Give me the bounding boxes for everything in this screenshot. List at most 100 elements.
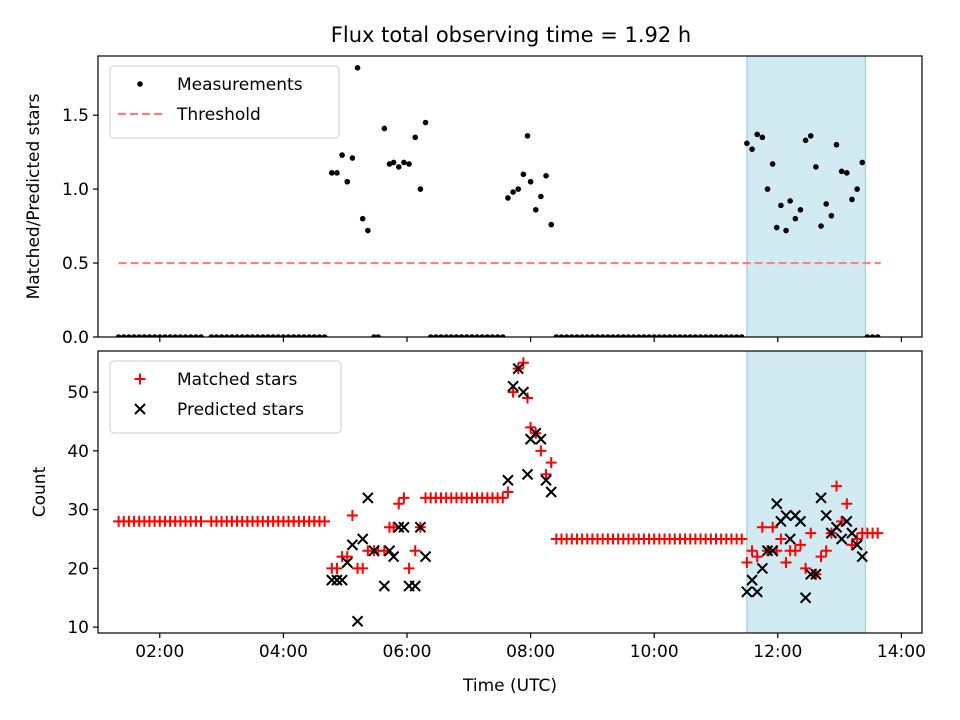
measurement-point: [280, 334, 287, 337]
measurement-point: [849, 196, 855, 203]
flux-plot-area: [115, 65, 881, 337]
xtick-label: 10:00: [630, 642, 679, 662]
predicted-star-point: [357, 533, 369, 545]
legend-label: Measurements: [177, 75, 303, 95]
xtick-label: 14:00: [877, 642, 926, 662]
measurement-point: [354, 65, 361, 71]
matched-star-point: [805, 527, 817, 539]
matched-star-point: [393, 498, 405, 510]
measurement-point: [728, 334, 735, 337]
flux-ytick-label: 0.0: [62, 328, 89, 348]
measurement-point: [443, 334, 449, 337]
count-series-0: [113, 357, 884, 580]
measurement-point: [532, 207, 539, 213]
count-ytick-label: 20: [67, 559, 89, 579]
count-highlight-span: [746, 350, 866, 634]
predicted-star-point: [517, 386, 530, 398]
measurement-point: [813, 164, 819, 170]
measurement-point: [641, 334, 647, 337]
predicted-star-point: [398, 521, 410, 533]
measurement-point: [177, 334, 184, 337]
predicted-star-point: [746, 574, 758, 586]
matched-star-point: [357, 562, 369, 574]
matched-star-point: [789, 545, 801, 557]
measurement-point: [469, 334, 475, 337]
measurement-point: [115, 334, 122, 337]
measurement-point: [223, 334, 230, 337]
measurement-point: [823, 201, 830, 207]
measurement-point: [126, 334, 132, 337]
matched-star-point: [775, 533, 787, 545]
measurement-point: [744, 140, 750, 147]
measurement-point: [198, 334, 204, 337]
flux-ytick-label: 0.5: [62, 254, 89, 274]
flux-series-0: [115, 65, 881, 337]
measurement-point: [773, 224, 780, 231]
legend-measurement-marker: [137, 81, 143, 87]
measurement-point: [412, 134, 419, 141]
measurement-point: [381, 125, 388, 132]
matched-star-point: [841, 498, 853, 510]
predicted-star-point: [761, 545, 774, 557]
measurement-point: [249, 334, 256, 337]
count-ytick-label: 50: [67, 383, 89, 403]
measurement-point: [229, 334, 235, 337]
measurement-point: [334, 170, 340, 176]
measurement-point: [520, 171, 527, 178]
matched-star-point: [535, 445, 547, 457]
measurement-point: [672, 334, 678, 337]
measurement-point: [344, 178, 351, 185]
matched-star-point: [872, 527, 884, 539]
predicted-star-point: [830, 521, 843, 533]
matched-star-point: [502, 486, 514, 498]
measurement-point: [172, 334, 179, 337]
predicted-star-point: [326, 574, 338, 586]
predicted-star-point: [507, 380, 519, 392]
measurement-point: [489, 334, 496, 337]
legend-label: Predicted stars: [177, 400, 304, 420]
predicted-star-point: [378, 580, 391, 592]
predicted-star-point: [521, 468, 534, 481]
count-panel: 10 20 30 40 50 02:00 04:00 06:00 08:00 10:00 12:00…: [30, 350, 926, 696]
predicted-star-point: [784, 533, 796, 545]
measurement-point: [448, 334, 455, 337]
predicted-star-point: [841, 515, 853, 528]
measurement-point: [605, 334, 611, 337]
legend-label: Threshold: [176, 105, 261, 125]
predicted-star-point: [414, 521, 427, 533]
measurement-point: [510, 189, 516, 195]
measurement-point: [146, 334, 153, 337]
measurement-point: [527, 178, 534, 185]
matched-star-point: [522, 392, 534, 404]
measurement-point: [499, 334, 506, 337]
measurement-point: [218, 334, 225, 337]
measurement-point: [316, 334, 323, 337]
measurement-point: [661, 334, 668, 337]
measurement-point: [208, 334, 215, 337]
measurement-point: [260, 334, 266, 337]
predicted-star-point: [780, 509, 792, 522]
measurement-point: [802, 137, 809, 144]
count-plot-area: [113, 357, 884, 627]
count-ytick-label: 30: [67, 501, 89, 521]
predicted-star-point: [805, 568, 817, 580]
predicted-star-point: [383, 545, 396, 557]
flux-ytick-label: 1.0: [62, 180, 89, 200]
matched-star-point: [403, 562, 415, 574]
matched-star-point: [741, 557, 753, 568]
predicted-star-point: [502, 474, 514, 486]
measurement-point: [515, 186, 522, 192]
measurement-point: [864, 334, 871, 337]
measurement-point: [290, 334, 297, 337]
matched-star-point: [195, 515, 207, 527]
matched-star-point: [378, 545, 390, 557]
measurement-point: [548, 221, 554, 228]
count-ylabel: Count: [30, 466, 50, 517]
count-series-1: [326, 362, 868, 627]
predicted-star-point: [535, 433, 547, 445]
measurement-point: [818, 223, 824, 229]
predicted-star-point: [351, 615, 364, 627]
measurement-point: [844, 170, 850, 176]
measurement-point: [787, 198, 793, 204]
measurement-point: [538, 193, 544, 200]
